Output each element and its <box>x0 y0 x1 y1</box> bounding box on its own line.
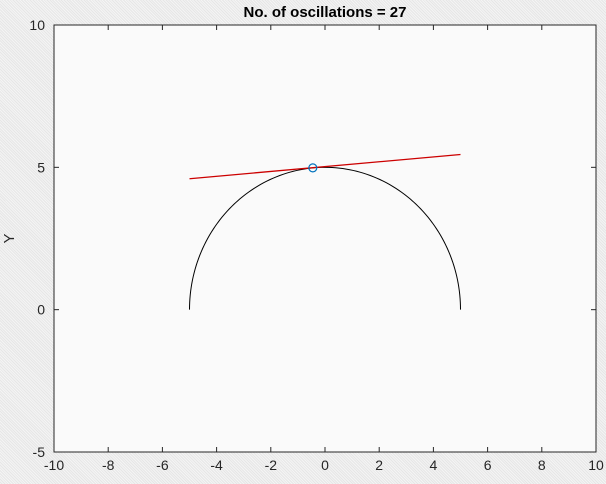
y-tick-label: 0 <box>37 302 45 318</box>
y-tick-label: 10 <box>29 17 45 33</box>
y-tick-label: 5 <box>37 159 45 175</box>
x-tick-label: -2 <box>265 457 278 473</box>
y-tick-label: -5 <box>33 444 46 460</box>
pendulum-marker <box>308 163 318 173</box>
x-tick-label: 4 <box>430 457 438 473</box>
x-tick-label: -4 <box>210 457 223 473</box>
x-tick-label: -8 <box>102 457 115 473</box>
x-tick-label: -6 <box>156 457 169 473</box>
x-tick-label: -10 <box>44 457 64 473</box>
tangent-line <box>189 153 461 180</box>
plot-area <box>53 24 597 453</box>
semicircle-path <box>189 166 461 310</box>
x-tick-label: 0 <box>321 457 329 473</box>
x-tick-label: 2 <box>375 457 383 473</box>
y-axis-label: Y <box>1 233 18 243</box>
x-tick-label: 8 <box>538 457 546 473</box>
x-tick-label: 10 <box>588 457 604 473</box>
chart-title: No. of oscillations = 27 <box>244 4 407 21</box>
x-tick-label: 6 <box>484 457 492 473</box>
